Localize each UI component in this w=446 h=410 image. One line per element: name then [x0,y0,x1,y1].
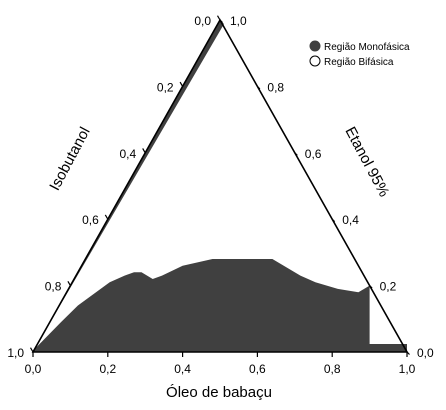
bottom-axis-title: Óleo de babaçu [166,384,272,401]
right-tick-1 [369,285,373,289]
left-tick-1 [179,81,184,87]
bottom-tick-label-3: 0,6 [249,362,266,376]
right-tick-label-1: 0,2 [380,280,397,294]
left-axis-title: Isobutanol [46,124,94,193]
monophasic-apex-band [34,20,225,349]
triangle-axes [31,18,409,353]
legend-label-biphasic: Região Bifásica [324,57,394,68]
right-tick-2 [331,218,336,223]
left-tick-4 [67,280,71,286]
left-tick-0 [216,15,221,21]
left-tick-2 [142,148,146,154]
left-tick-5 [29,347,34,353]
legend: Região Monofásica Região Bifásica [309,40,410,68]
left-tick-label-4: 0,8 [45,280,62,294]
bottom-tick-label-1: 0,2 [99,362,116,376]
tick-layer: 0,0 0,2 0,4 0,6 0,8 1,00,00,20,40,60,81,0 0,00… [7,14,434,376]
bottom-tick-label-4: 0,8 [324,362,341,376]
left-tick-label-1: 0,2 [157,80,174,94]
left-tick-label-2: 0,4 [120,147,137,161]
axis-layer [31,18,409,353]
legend-marker-biphasic [309,55,321,67]
right-tick-label-2: 0,4 [342,213,359,227]
bottom-tick-label-2: 0,4 [174,362,191,376]
left-tick-label-5: 1,0 [7,346,24,360]
right-tick-0 [406,351,410,355]
legend-marker-monophasic [309,40,321,52]
right-tick-4 [256,85,261,90]
left-tick-3 [104,214,109,220]
bottom-tick-label-0: 0,0 [25,362,42,376]
right-tick-label-3: 0,6 [305,147,322,161]
left-tick-label-0: 0,0 [194,14,211,28]
right-tick-3 [294,152,298,156]
region-layer [33,20,407,352]
right-axis-title: Etanol 95% [341,124,392,200]
right-tick-label-5: 1,0 [230,14,247,28]
right-tick-label-0: 0,0 [417,346,434,360]
right-tick-label-4: 0,8 [267,80,284,94]
legend-label-monophasic: Região Monofásica [324,42,410,53]
monophasic-region [33,259,407,352]
right-tick-5 [219,19,223,23]
bottom-tick-label-5: 1,0 [399,362,416,376]
left-tick-label-3: 0,6 [82,213,99,227]
